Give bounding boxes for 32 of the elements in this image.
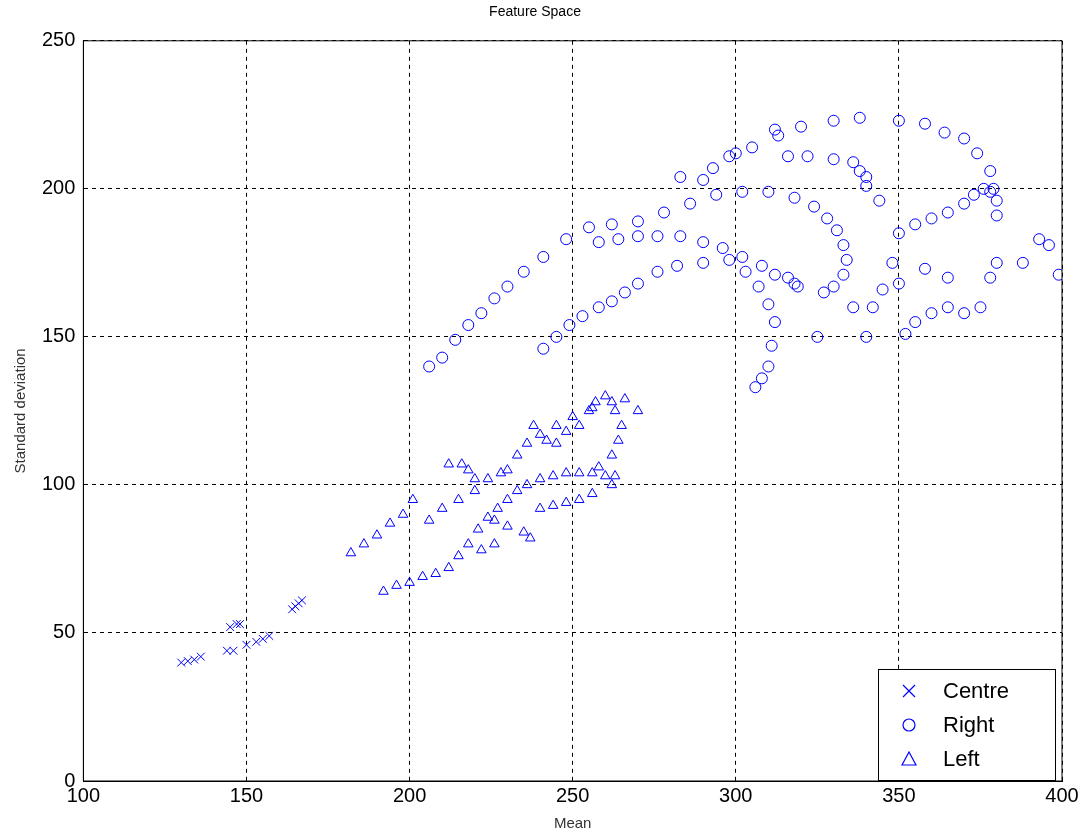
point (196, 652, 206, 662)
point (294, 598, 304, 608)
x-tick-label: 400 (1045, 783, 1079, 806)
x-tick-label: 200 (392, 783, 427, 806)
x-tick-label: 250 (556, 783, 590, 806)
y-tick-label: 250 (41, 28, 76, 51)
point (189, 655, 199, 664)
x-tick-label: 300 (719, 783, 753, 806)
point (222, 646, 232, 656)
y-tick-label: 50 (53, 620, 76, 643)
point (287, 604, 297, 614)
point (258, 634, 268, 644)
point (242, 640, 251, 650)
legend-label: Left (943, 746, 981, 772)
y-tick-label: 200 (41, 176, 76, 199)
point (176, 658, 186, 667)
legend-label: Centre (943, 678, 1011, 704)
point (264, 631, 274, 641)
legend-label: Right (943, 712, 996, 738)
y-tick-label: 150 (41, 324, 76, 347)
y-axis-title: Standard deviation (11, 348, 29, 474)
chart-title: Feature Space (489, 3, 582, 20)
y-tick-label: 100 (41, 472, 76, 495)
point (297, 596, 307, 605)
point (251, 637, 261, 647)
x-tick-label: 150 (229, 783, 264, 806)
x-axis-title: Mean (553, 814, 592, 832)
point (183, 656, 193, 666)
point (291, 601, 300, 611)
point (225, 622, 235, 632)
x-tick-label: 350 (882, 783, 916, 806)
point (229, 646, 238, 656)
